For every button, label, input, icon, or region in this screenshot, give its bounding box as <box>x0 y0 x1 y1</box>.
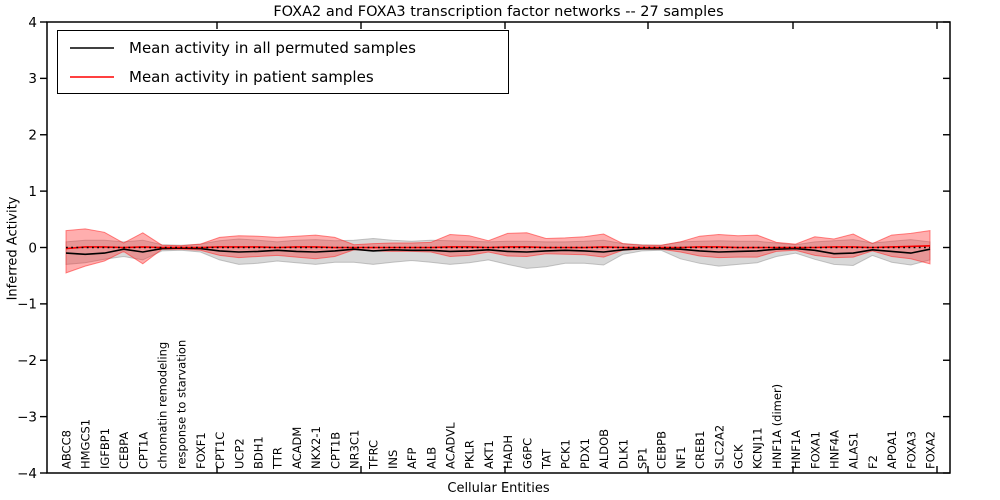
x-tick-label: TAT <box>540 448 554 470</box>
x-tick-label: CPT1B <box>328 432 342 469</box>
x-tick-label: FOXA1 <box>808 431 822 469</box>
y-tick-label: 0 <box>28 240 37 256</box>
x-tick-label: ACADM <box>290 427 304 469</box>
x-tick-label: INS <box>386 450 400 469</box>
y-tick-label: −4 <box>17 466 37 482</box>
x-tick-label: ALAS1 <box>847 432 861 469</box>
y-tick-label: −1 <box>17 297 37 313</box>
x-tick-label: NF1 <box>674 446 688 469</box>
x-tick-label: TTR <box>271 447 285 470</box>
x-tick-label: APOA1 <box>885 430 899 469</box>
x-tick-label: NR3C1 <box>348 430 362 469</box>
x-tick-label: PDX1 <box>578 438 592 469</box>
permuted-line-swatch <box>70 46 114 49</box>
x-tick-label: ALDOB <box>597 429 611 469</box>
legend-box: Mean activity in all permuted samples Me… <box>57 30 509 94</box>
x-tick-label: CPT1C <box>213 432 227 469</box>
x-tick-label: FOXF1 <box>194 432 208 469</box>
x-tick-label: SLC2A2 <box>712 425 726 469</box>
x-tick-label: KCNJ11 <box>751 427 765 469</box>
x-tick-label: UCP2 <box>232 438 246 469</box>
x-tick-label: HNF1A (dimer) <box>770 384 784 469</box>
x-tick-label: FOXA3 <box>904 431 918 469</box>
x-tick-label: TFRC <box>367 440 381 470</box>
x-tick-label: PKLR <box>463 440 477 469</box>
x-tick-label: CPT1A <box>136 432 150 469</box>
permuted-mean-line <box>65 247 931 256</box>
x-tick-label: AFP <box>405 448 419 469</box>
x-tick-label: NKX2-1 <box>309 426 323 469</box>
y-tick-label: 3 <box>28 71 37 87</box>
y-tick-label: 1 <box>28 184 37 200</box>
chart-title: FOXA2 and FOXA3 transcription factor net… <box>273 4 724 20</box>
x-axis-label: Cellular Entities <box>447 481 550 496</box>
x-tick-label: AKT1 <box>482 440 496 469</box>
x-tick-label: GCK <box>732 444 746 469</box>
legend-label-permuted: Mean activity in all permuted samples <box>129 38 416 57</box>
x-tick-label: HADH <box>501 435 515 469</box>
x-tick-label: FOXA2 <box>924 431 938 469</box>
legend-label-patient: Mean activity in patient samples <box>129 67 374 86</box>
x-tick-label: SP1 <box>636 447 650 469</box>
x-tick-label: ACADVL <box>444 422 458 469</box>
y-tick-label: 2 <box>28 128 37 144</box>
x-tick-label: CREB1 <box>693 431 707 470</box>
x-tick-label: DLK1 <box>616 439 630 469</box>
y-tick-label: 4 <box>28 15 37 31</box>
x-tick-label: IGFBP1 <box>98 428 112 469</box>
x-tick-label: HNF4A <box>828 430 842 469</box>
patient-line-swatch <box>70 75 114 78</box>
x-tick-label: ABCC8 <box>60 430 74 469</box>
x-tick-label: CEBPA <box>117 432 131 469</box>
x-tick-label: chromatin remodeling <box>156 342 170 469</box>
x-tick-label: HNF1A <box>789 430 803 469</box>
x-tick-label: CEBPB <box>655 431 669 469</box>
y-tick-label: −2 <box>17 353 37 369</box>
x-tick-label: HMGCS1 <box>79 419 93 469</box>
x-tick-label: F2 <box>866 455 880 469</box>
x-tick-label: response to starvation <box>175 340 189 469</box>
legend-entry-patient: Mean activity in patient samples <box>58 62 508 91</box>
x-tick-label: G6PC <box>520 438 534 469</box>
x-tick-label: BDH1 <box>252 436 266 469</box>
legend-entry-permuted: Mean activity in all permuted samples <box>58 33 508 62</box>
x-tick-label: PCK1 <box>559 439 573 469</box>
x-tick-label: ALB <box>424 447 438 469</box>
y-tick-label: −3 <box>17 409 37 425</box>
